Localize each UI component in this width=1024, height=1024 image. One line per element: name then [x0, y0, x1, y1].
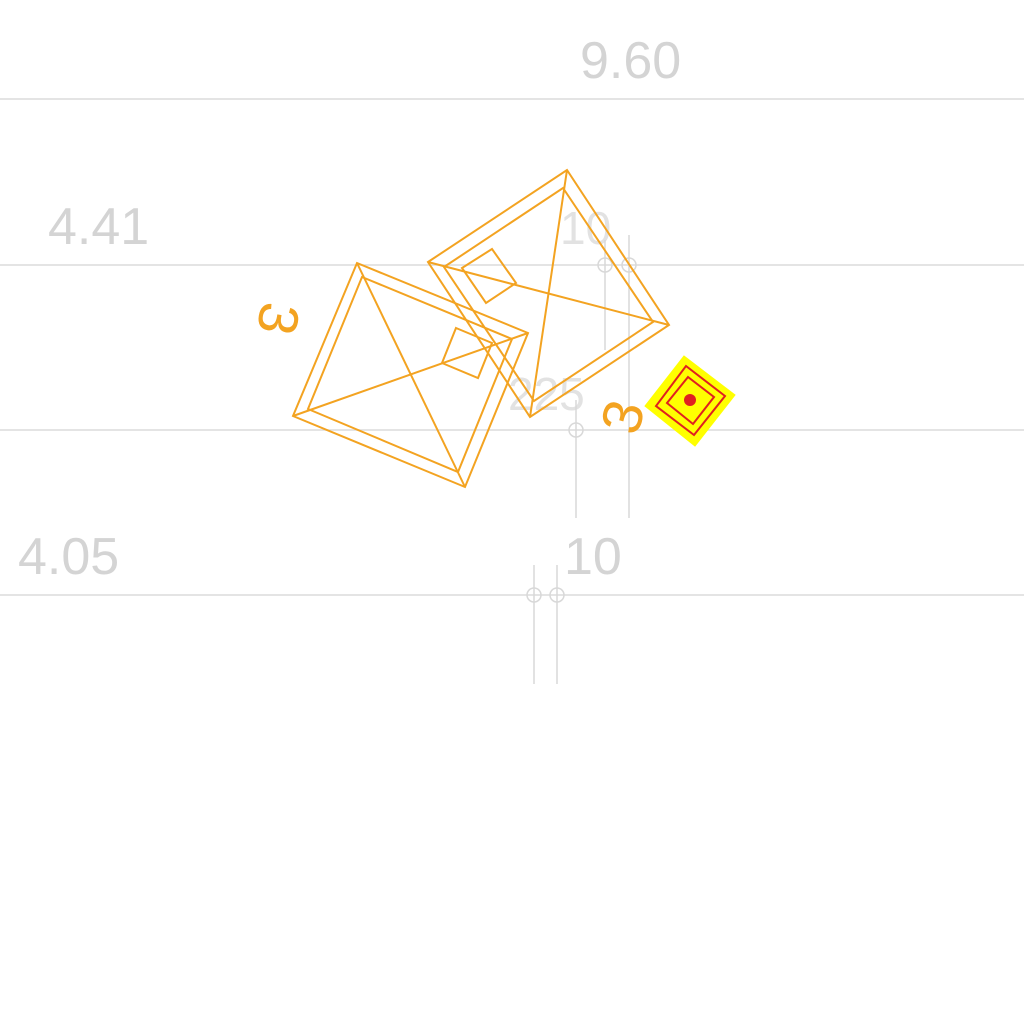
grid-label-lower-center: 10 — [564, 528, 622, 586]
grid-label-top: 9.60 — [580, 32, 681, 90]
grid-label-upper-left: 4.41 — [48, 198, 149, 256]
survey-tick-upper — [597, 235, 637, 518]
survey-tick-mid — [568, 400, 584, 518]
building-right[interactable] — [426, 168, 671, 419]
building-left[interactable] — [291, 261, 530, 489]
grid-label-upper-center: 10 — [560, 202, 611, 254]
building-number-left: 3 — [245, 298, 312, 340]
survey-tick-lower — [526, 565, 565, 684]
location-marker-icon[interactable] — [644, 355, 736, 447]
grid-label-lower-left: 4.05 — [18, 528, 119, 586]
building-number-right: 3 — [588, 394, 657, 440]
